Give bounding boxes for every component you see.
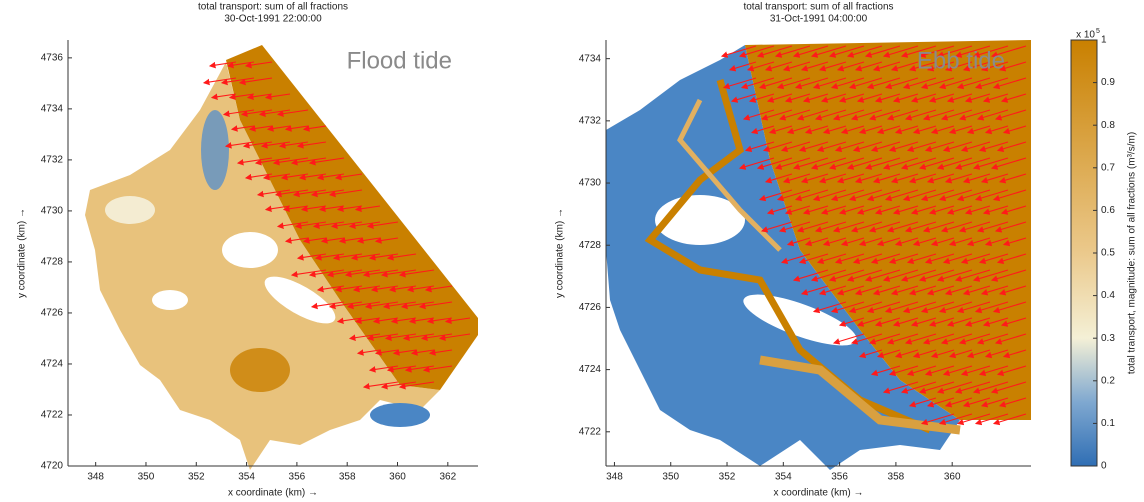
colorbar-tick-label: 0.9 — [1101, 77, 1115, 88]
chart-title: total transport: sum of all fractions — [743, 2, 893, 13]
y-tick-label: 4722 — [579, 426, 602, 437]
colorbar-tick-label: 0.5 — [1101, 248, 1115, 259]
x-tick-label: 362 — [439, 472, 456, 483]
colorbar-label: total transport, magnitude: sum of all f… — [1127, 132, 1138, 374]
x-tick-label: 348 — [606, 472, 623, 483]
colorbar-multiplier: x 10 — [1076, 30, 1095, 41]
chart-subtitle: 31-Oct-1991 04:00:00 — [770, 14, 868, 25]
x-tick-label: 350 — [138, 472, 155, 483]
colorbar-tick-label: 0.1 — [1101, 418, 1115, 429]
x-tick-label: 352 — [188, 472, 205, 483]
y-tick-label: 4722 — [41, 410, 64, 421]
y-tick-label: 4734 — [41, 104, 64, 115]
x-tick-label: 354 — [775, 472, 792, 483]
x-tick-label: 352 — [719, 472, 736, 483]
figure: 348 350 352 354 356 358 360 362 4720 4722 4724 4726… — [0, 0, 1144, 502]
colorbar-tick-label: 0 — [1101, 461, 1107, 472]
annotation: Ebb tide — [917, 47, 1005, 74]
y-tick-label: 4730 — [579, 178, 602, 189]
x-tick-label: 350 — [662, 472, 679, 483]
y-tick-label: 4724 — [41, 359, 64, 370]
field-1 — [85, 45, 478, 470]
x-tick-label: 356 — [289, 472, 306, 483]
x-tick-label: 360 — [944, 472, 961, 483]
x-axis-label: x coordinate (km) → — [228, 488, 318, 499]
x-tick-label: 348 — [87, 472, 104, 483]
y-tick-label: 4728 — [41, 257, 64, 268]
y-tick-label: 4720 — [41, 461, 64, 472]
y-tick-label: 4726 — [41, 308, 64, 319]
colorbar-tick-label: 0.2 — [1101, 375, 1115, 386]
colorbar-tick-label: 0.3 — [1101, 333, 1115, 344]
colorbar-tick-label: 0.6 — [1101, 205, 1115, 216]
y-tick-label: 4726 — [579, 302, 602, 313]
annotation: Flood tide — [347, 47, 452, 74]
x-tick-label: 358 — [339, 472, 356, 483]
x-tick-label: 354 — [238, 472, 255, 483]
x-tick-label: 356 — [831, 472, 848, 483]
colorbar-tick-label: 1 — [1101, 35, 1107, 46]
y-tick-label: 4732 — [579, 115, 602, 126]
x-axis-label: x coordinate (km) → — [773, 488, 863, 499]
y-tick-label: 4736 — [41, 52, 64, 63]
colorbar-multiplier-exponent: 5 — [1096, 28, 1100, 35]
y-axis-label: y coordinate (km) → — [17, 208, 28, 298]
y-tick-label: 4728 — [579, 240, 602, 251]
x-tick-label: 360 — [389, 472, 406, 483]
colorbar-tick-label: 0.4 — [1101, 290, 1115, 301]
y-tick-label: 4734 — [579, 53, 602, 64]
y-tick-label: 4730 — [41, 206, 64, 217]
y-tick-label: 4724 — [579, 364, 602, 375]
colorbar-tick-label: 0.8 — [1101, 120, 1115, 131]
y-axis-label: y coordinate (km) → — [555, 208, 566, 298]
chart-title: total transport: sum of all fractions — [198, 2, 348, 13]
chart-subtitle: 30-Oct-1991 22:00:00 — [224, 14, 322, 25]
x-tick-label: 358 — [888, 472, 905, 483]
colorbar-tick-label: 0.7 — [1101, 162, 1115, 173]
y-tick-label: 4732 — [41, 155, 64, 166]
